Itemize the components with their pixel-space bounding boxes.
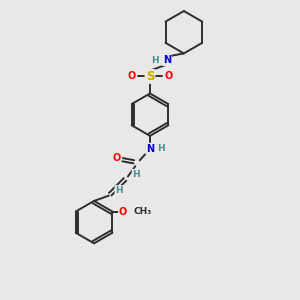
- Text: H: H: [132, 169, 140, 178]
- Text: N: N: [146, 143, 154, 154]
- Text: O: O: [119, 206, 127, 217]
- Text: O: O: [164, 71, 172, 81]
- Text: O: O: [128, 71, 136, 81]
- Text: N: N: [163, 55, 171, 65]
- Text: H: H: [158, 144, 165, 153]
- Text: CH₃: CH₃: [134, 207, 152, 216]
- Text: O: O: [112, 153, 120, 163]
- Text: H: H: [115, 186, 123, 195]
- Text: S: S: [146, 70, 154, 83]
- Text: H: H: [151, 56, 159, 65]
